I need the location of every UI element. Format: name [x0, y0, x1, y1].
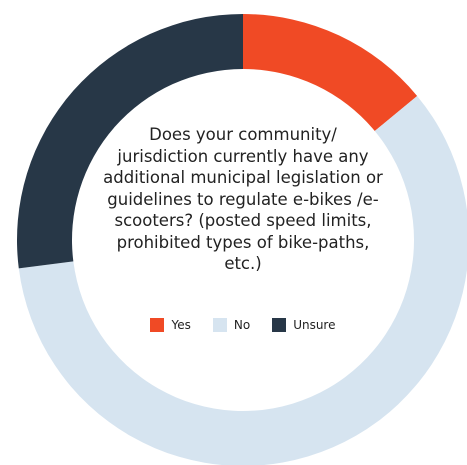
legend-item: No	[212, 318, 251, 332]
legend-item: Yes	[150, 318, 191, 332]
legend-swatch	[272, 318, 287, 332]
donut-slice	[18, 95, 467, 465]
legend-label: No	[233, 318, 251, 332]
legend-item: Unsure	[272, 318, 336, 332]
legend-swatch	[212, 318, 227, 332]
legend-swatch	[150, 318, 165, 332]
donut-slice	[243, 14, 418, 132]
donut-slice	[16, 14, 243, 269]
legend-label: Yes	[171, 318, 191, 332]
legend: Yes No Unsure	[93, 318, 393, 332]
legend-label: Unsure	[293, 318, 336, 332]
chart-title: Does your community/ jurisdiction curren…	[103, 125, 383, 273]
